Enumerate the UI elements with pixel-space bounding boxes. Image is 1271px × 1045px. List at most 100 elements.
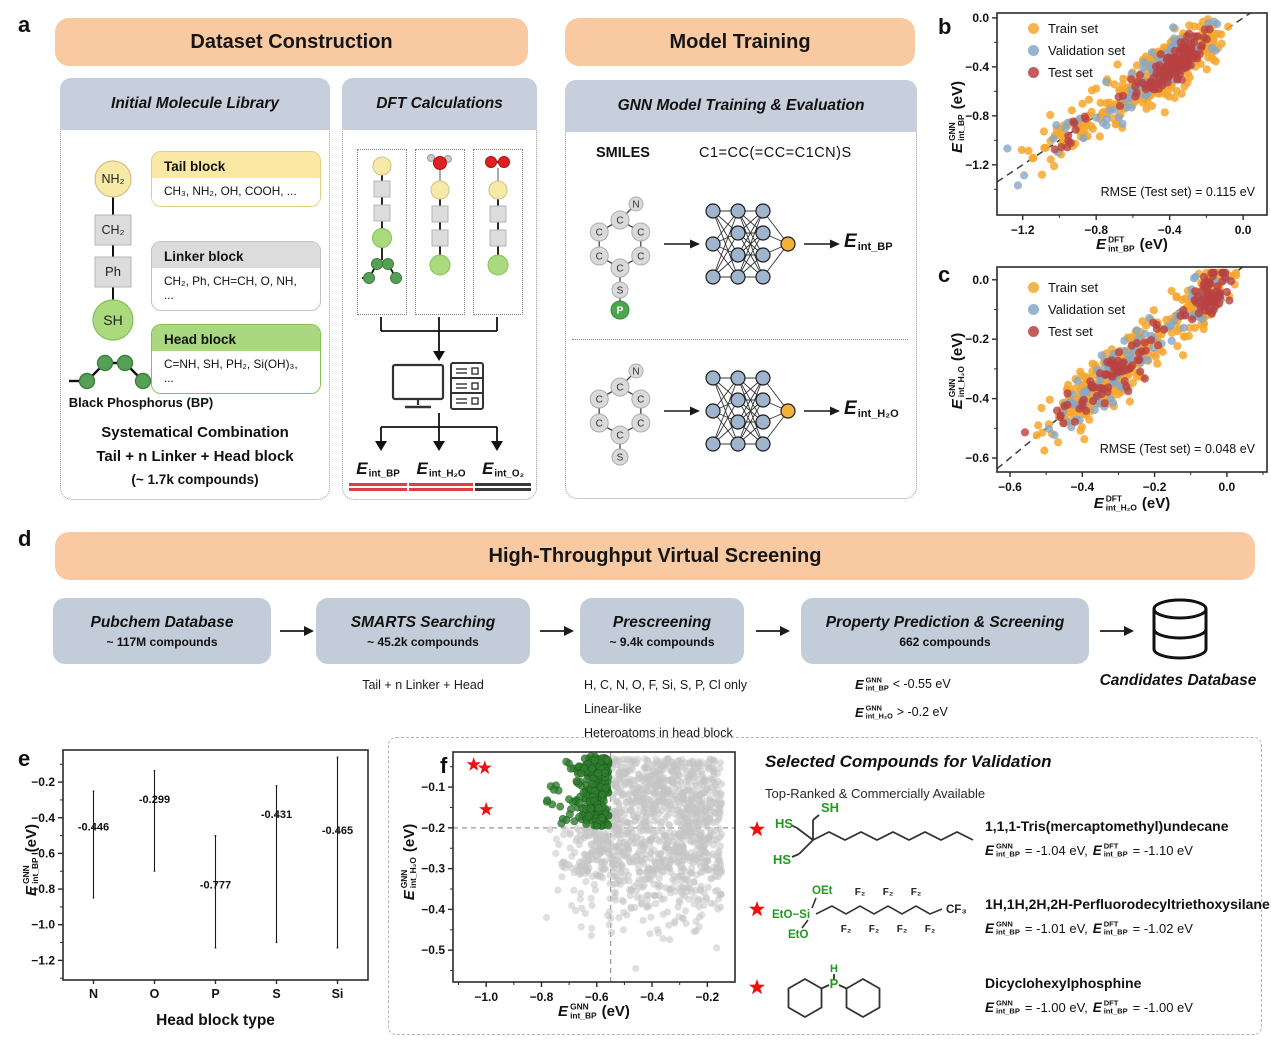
parity-plot-bp-svg: −1.2 −0.8 −0.4 0.0 0.0 −0.4 −0.8 −1.2 — [965, 11, 1268, 237]
linker-block-items: CH₂, Ph, CH=CH, O, NH, ... — [152, 268, 320, 310]
svg-text:−1.2: −1.2 — [965, 158, 989, 172]
legend-test: Test set — [1028, 65, 1125, 80]
svg-text:HS: HS — [773, 852, 791, 867]
head-block-items: C=NH, SH, PH₂, Si(OH)₃, ... — [152, 351, 320, 393]
svg-text:F₂: F₂ — [911, 887, 922, 898]
red-star-icon — [749, 901, 765, 917]
panel-label-f: f — [440, 753, 448, 778]
svg-text:C: C — [616, 383, 623, 394]
head-node-icon — [92, 299, 134, 341]
svg-text:C: C — [596, 419, 603, 430]
compound-1-energy: E GNN int_BP = -1.04 eV, E DFT int_BP = -1.1… — [985, 841, 1193, 859]
step-pubchem-database: Pubchem Database ~ 117M compounds — [53, 598, 271, 664]
banner-model-text: Model Training — [669, 30, 811, 53]
screening-scatter-svg: −1.0 −0.8 −0.6 −0.4 −0.2 −0.1 −0.2 −0.3 −0.4 −0.5 — [421, 751, 736, 1004]
svg-text:H: H — [830, 963, 838, 975]
legend-test: Test set — [1028, 324, 1125, 339]
arrow-right-icon — [664, 406, 700, 416]
initial-molecule-library-panel: Initial Molecule Library NH₂ CH₂ Ph SH — [60, 78, 330, 500]
parity-plot-h2o-svg: −0.6 −0.4 −0.2 0.0 0.0 −0.2 −0.4 −0.6 — [965, 266, 1268, 494]
arrow-right-icon — [804, 406, 840, 416]
svg-text:−1.2: −1.2 — [1011, 223, 1035, 237]
smiles-string: C1=CC(=CC=C1CN)S — [699, 145, 852, 161]
gnn-header: GNN Model Training & Evaluation — [565, 80, 917, 132]
config-h2o-box — [415, 149, 465, 315]
red-star-icon — [749, 979, 765, 995]
svg-text:P: P — [211, 987, 219, 1001]
svg-text:F₂: F₂ — [925, 924, 936, 935]
criterion-h2o: E GNN int_H₂O > -0.2 eV — [855, 703, 948, 721]
c-x-axis-label: E DFT int_H₂O (eV) — [1093, 493, 1171, 513]
molecule-graph-h2o-icon: C C C C C C N S — [589, 363, 651, 466]
svg-text:-0.777: -0.777 — [200, 880, 231, 892]
legend-validation: Validation set — [1028, 43, 1125, 58]
black-phosphorus-icon — [69, 354, 161, 390]
svg-text:0.0: 0.0 — [1219, 480, 1236, 494]
svg-text:−1.2: −1.2 — [31, 953, 55, 967]
legend-validation: Validation set — [1028, 302, 1125, 317]
bp-label: Black Phosphorus (BP) — [68, 395, 214, 410]
c-rmse-text: RMSE (Test set) = 0.048 eV — [1099, 442, 1255, 456]
svg-text:0.0: 0.0 — [972, 273, 989, 287]
double-underline — [409, 483, 473, 491]
compound-3-energy: E GNN int_BP = -1.00 eV, E DFT int_BP = -1.0… — [985, 998, 1193, 1016]
b-y-axis-label: E GNN int_BP (eV) — [947, 81, 967, 153]
banner-virtual-screening: High-Throughput Virtual Screening — [55, 532, 1255, 580]
double-underline — [349, 483, 407, 491]
selected-compounds-subtitle: Top-Ranked & Commercially Available — [765, 786, 986, 801]
legend-train: Train set — [1028, 280, 1125, 295]
svg-text:-0.465: -0.465 — [322, 825, 353, 837]
svg-text:C: C — [596, 252, 603, 263]
svg-text:−0.6: −0.6 — [998, 480, 1022, 494]
banner-screening-text: High-Throughput Virtual Screening — [488, 544, 822, 567]
compound-1-name: 1,1,1-Tris(mercaptomethyl)undecane — [985, 818, 1229, 834]
svg-text:C: C — [596, 228, 603, 239]
svg-text:CF₃: CF₃ — [946, 904, 967, 916]
e-y-axis-label: E GNN int_BP (eV) — [21, 824, 41, 896]
b-rmse-text: RMSE (Test set) = 0.115 eV — [1100, 185, 1255, 199]
violin-plot-svg: -0.446 -0.299 -0.777 -0.431 -0.465 −0.2 −0.4 −0… — [31, 749, 369, 1001]
database-icon — [1152, 598, 1208, 660]
linker-block-card: Linker block CH₂, Ph, CH=CH, O, NH, ... — [151, 241, 321, 311]
flow-arrow-icon — [280, 626, 314, 636]
library-title: Initial Molecule Library — [111, 95, 279, 112]
arrow-right-icon — [804, 239, 840, 249]
svg-text:−0.6: −0.6 — [965, 451, 989, 465]
svg-text:0.0: 0.0 — [972, 11, 989, 25]
svg-text:−0.4: −0.4 — [965, 392, 989, 406]
svg-text:−0.2: −0.2 — [421, 821, 445, 835]
svg-text:−0.4: −0.4 — [1070, 480, 1094, 494]
svg-text:F₂: F₂ — [897, 924, 908, 935]
svg-text:N: N — [632, 200, 639, 211]
screening-scatter-plot: −1.0 −0.8 −0.6 −0.4 −0.2 −0.1 −0.2 −0.3 −0.4 −0.5… — [395, 746, 745, 1032]
gnn-title: GNN Model Training & Evaluation — [617, 97, 865, 114]
molecule-with-water-icon — [427, 154, 452, 276]
svg-text:−0.4: −0.4 — [31, 811, 55, 825]
svg-text:−0.2: −0.2 — [31, 775, 55, 789]
prescreening-note-3: Heteroatoms in head block — [584, 726, 733, 740]
svg-text:O: O — [150, 987, 160, 1001]
combination-text: Systematical Combination Tail + n Linker… — [96, 424, 294, 487]
compound-2-energy: E GNN int_BP = -1.01 eV, E DFT int_BP = -1.0… — [985, 919, 1193, 937]
svg-text:C: C — [637, 419, 644, 430]
svg-text:-0.299: -0.299 — [139, 794, 170, 806]
svg-text:0.0: 0.0 — [1235, 223, 1252, 237]
dft-title: DFT Calculations — [376, 95, 503, 112]
svg-text:−0.4: −0.4 — [965, 60, 989, 74]
molecule-on-bp-icon — [362, 156, 402, 284]
svg-text:HS: HS — [775, 816, 793, 831]
smiles-label: SMILES — [596, 145, 650, 161]
dft-header: DFT Calculations — [342, 78, 537, 130]
prescreening-note-2: Linear-like — [584, 702, 642, 716]
svg-text:C: C — [616, 431, 623, 442]
svg-text:−0.6: −0.6 — [585, 990, 609, 1004]
phosphorus-node-icon — [610, 300, 630, 320]
svg-text:−0.5: −0.5 — [421, 943, 445, 957]
molecule-chain-diagram: NH₂ CH₂ Ph SH — [92, 160, 134, 341]
b-legend: Train set Validation set Test set — [1028, 21, 1125, 80]
svg-text:−0.8: −0.8 — [31, 882, 55, 896]
neural-network-icon — [705, 203, 796, 285]
svg-text:−0.8: −0.8 — [1084, 223, 1108, 237]
flow-arrow-icon — [540, 626, 574, 636]
compound-3-structure: H P — [787, 963, 881, 1019]
